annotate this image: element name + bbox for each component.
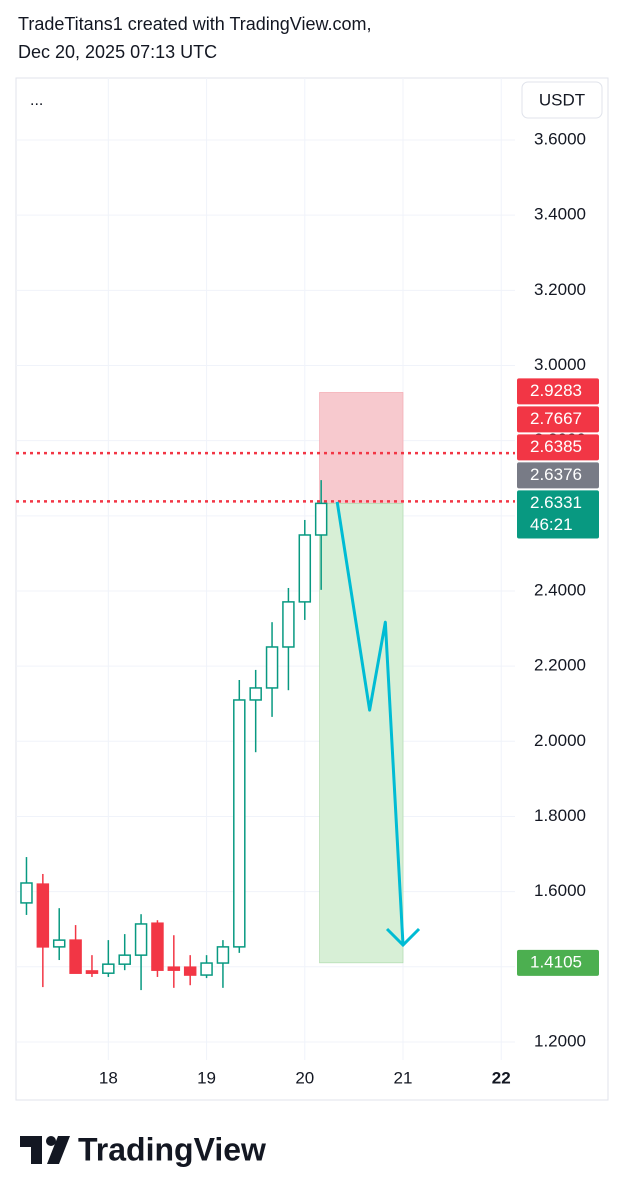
candle-body <box>151 922 164 971</box>
currency[interactable]: USDT <box>539 90 585 109</box>
y-tick-label: 1.8000 <box>534 806 586 825</box>
price-label: 2.6385 <box>530 437 582 456</box>
arrow-head <box>385 927 421 948</box>
logo-mark <box>20 1136 42 1164</box>
candle-body <box>249 687 262 701</box>
candle-body <box>183 966 197 976</box>
chart-frame <box>15 77 609 1101</box>
header-line: Dec 20, 2025 07:13 UTC <box>18 42 218 62</box>
y-tick-label: 1.2000 <box>534 1031 586 1050</box>
menu[interactable]: ... <box>30 92 43 109</box>
candle-body <box>118 954 131 965</box>
x-tick-label: 20 <box>295 1068 314 1087</box>
price-label-box <box>517 378 599 405</box>
candle-body <box>216 946 230 964</box>
candle-body <box>167 966 181 971</box>
y-tick-label: 3.0000 <box>534 355 586 374</box>
y-tick-label: 2.2000 <box>534 656 586 675</box>
y-tick-label: 3.4000 <box>534 205 586 224</box>
price-label: 2.7667 <box>530 409 582 428</box>
candle-body <box>69 939 82 974</box>
logo-mark <box>46 1136 56 1146</box>
candle-body <box>20 882 33 904</box>
price-label: 2.6331 <box>530 493 582 512</box>
candle-body <box>282 601 295 648</box>
x-tick-label: 19 <box>197 1068 216 1087</box>
price-label: 1.4105 <box>530 952 582 971</box>
drawn-arrow <box>335 501 405 946</box>
candle-body <box>134 923 148 956</box>
currency-button[interactable] <box>521 81 603 119</box>
price-label-box <box>517 462 599 489</box>
price-label-box <box>517 406 599 433</box>
chart: ... USDT 1.20001.40001.60001.80002.00002… <box>15 77 609 1101</box>
y-tick-label: 3.6000 <box>534 129 586 148</box>
x-tick-label: 22 <box>492 1068 511 1087</box>
candle-body <box>102 963 115 974</box>
candle-body <box>314 502 328 536</box>
price-label-box <box>517 434 599 461</box>
brand-name: TradingView <box>78 1131 266 1167</box>
candle-body <box>85 970 99 974</box>
stop-zone <box>319 392 404 504</box>
price-label-box <box>517 490 599 539</box>
candle-body <box>265 646 279 689</box>
y-tick-label: 2.4000 <box>534 580 586 599</box>
candle-body <box>52 939 66 948</box>
price-label: 2.9283 <box>530 381 582 400</box>
y-tick-label: 2.0000 <box>534 731 586 750</box>
price-label: 2.6376 <box>530 465 582 484</box>
candle-body <box>200 962 213 976</box>
x-tick-label: 18 <box>99 1068 118 1087</box>
logo-mark <box>47 1136 70 1164</box>
x-tick-label: 21 <box>394 1068 413 1087</box>
brand-logo: TradingView <box>20 1131 266 1167</box>
candle-body <box>36 883 50 948</box>
target-zone <box>319 503 404 964</box>
candle-body <box>298 534 312 603</box>
candle-body <box>233 699 246 948</box>
y-tick-label: 1.6000 <box>534 881 586 900</box>
header-line: TradeTitans1 created with TradingView.co… <box>18 14 372 34</box>
y-tick-label: 3.2000 <box>534 280 586 299</box>
countdown: 46:21 <box>530 515 573 534</box>
price-label-box <box>517 949 599 976</box>
